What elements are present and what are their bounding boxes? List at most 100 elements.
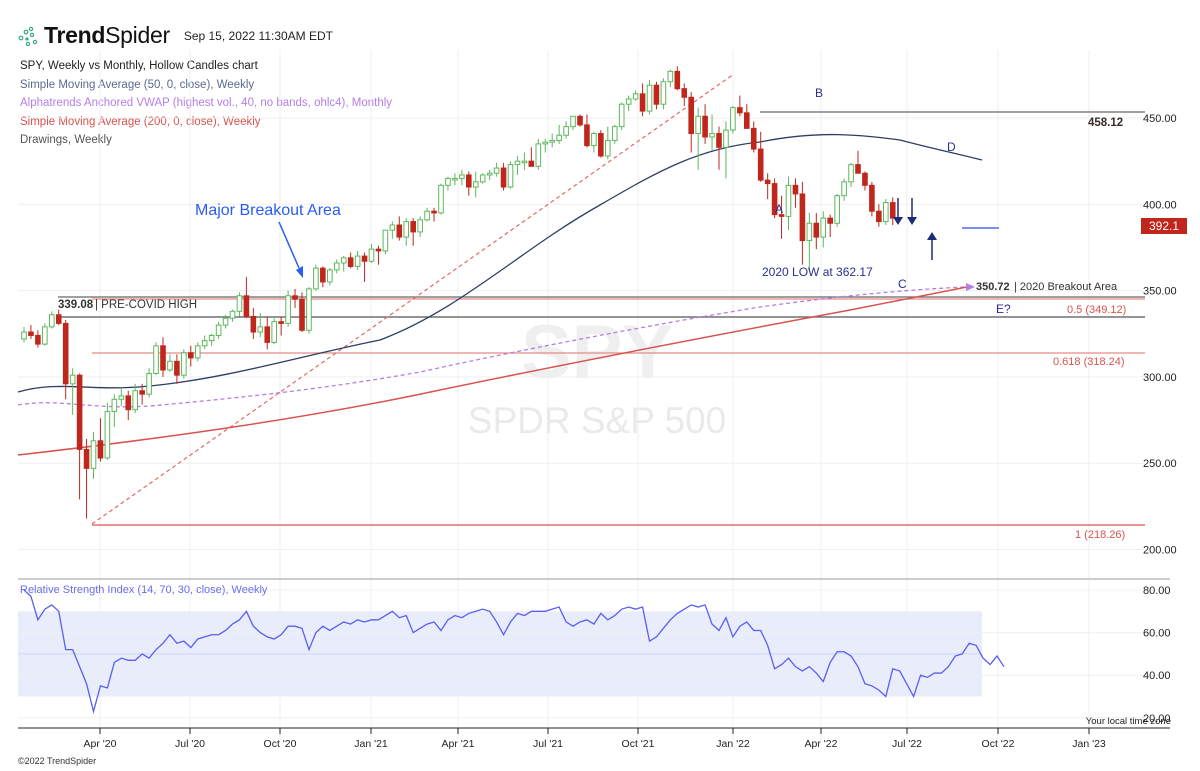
candle-up: [69, 374, 76, 385]
candle-up: [521, 160, 528, 164]
candle-up: [820, 217, 827, 238]
candle-up: [382, 229, 389, 252]
watermark-name: SPDR S&P 500: [468, 400, 726, 441]
candle-down: [410, 221, 416, 233]
candle-up: [459, 174, 465, 179]
candle-up: [632, 93, 639, 100]
timestamp: Sep 15, 2022 11:30AM EDT: [183, 28, 334, 43]
candle-up: [625, 98, 632, 105]
wave-d-label: D: [947, 140, 956, 154]
candle-up: [403, 221, 410, 238]
candle-up: [153, 345, 159, 374]
logo-text: TrendSpider: [44, 22, 170, 49]
breakout-arrow-icon: [296, 266, 303, 278]
candle-up: [229, 310, 236, 319]
timezone-note: Your local time zone: [1086, 716, 1171, 727]
legend-chart-title[interactable]: SPY, Weekly vs Monthly, Hollow Candles c…: [20, 60, 258, 72]
candle-up: [208, 334, 215, 342]
candle-down: [778, 214, 785, 217]
candle-down: [681, 88, 688, 98]
candle-down: [243, 295, 250, 317]
candle-up: [563, 126, 569, 136]
rsi-y-tick-label: 40.00: [1143, 670, 1171, 682]
x-tick-label: Jan '21: [354, 738, 388, 750]
x-tick-label: Oct '20: [264, 738, 297, 750]
sma200-line: [17, 285, 973, 456]
candle-up: [785, 184, 792, 217]
candle-up: [327, 269, 333, 283]
candle-up: [132, 390, 138, 411]
fib-1-label: 1 (218.26): [1075, 529, 1125, 541]
fib-0618-label: 0.618 (318.24): [1053, 356, 1125, 368]
candle-down: [83, 448, 90, 469]
legend-drawings[interactable]: Drawings, Weekly: [20, 134, 112, 146]
candle-up: [167, 360, 173, 371]
candle-down: [702, 115, 708, 138]
rsi-panel: [18, 578, 1170, 719]
candle-up: [591, 133, 597, 147]
candle-up: [841, 181, 847, 197]
rsi-title[interactable]: Relative Strength Index (14, 70, 30, clo…: [20, 584, 268, 596]
candle-up: [695, 115, 701, 135]
candle-up: [181, 352, 187, 376]
candle-up: [201, 340, 208, 347]
legend-vwap[interactable]: Alphatrends Anchored VWAP (highest vol.,…: [20, 97, 393, 109]
candle-down: [584, 124, 590, 147]
candle-down: [639, 93, 646, 112]
candle-down: [188, 352, 194, 359]
up-arrow-icon: [927, 232, 937, 240]
candle-down: [750, 127, 757, 150]
candle-up: [452, 177, 458, 181]
annotations: Major Breakout Area 339.08 | PRE-COVID H…: [20, 86, 1171, 727]
sma50-line: [17, 133, 983, 393]
candle-down: [889, 202, 896, 219]
candle-down: [160, 345, 166, 371]
logo-bold: Trend: [44, 22, 106, 48]
wave-a-label: A: [775, 202, 783, 216]
candle-down: [431, 210, 437, 214]
trendline-dashed: [91, 73, 735, 525]
axes: Apr '20 Jul '20 Oct '20 Jan '21 Apr '21 Jul '…: [18, 113, 1177, 750]
candle-up: [570, 115, 576, 128]
x-tick-label: Apr '21: [442, 738, 475, 750]
candle-down: [771, 183, 778, 216]
candle-up: [236, 295, 243, 312]
candle-down: [737, 107, 743, 114]
x-tick-label: Jul '21: [533, 738, 563, 750]
rsi-y-tick-label: 20.00: [1143, 713, 1171, 725]
x-tick-label: Jul '20: [175, 738, 205, 750]
candle-up: [556, 134, 562, 141]
pre-covid-label: | PRE-COVID HIGH: [95, 299, 197, 311]
candle-up: [848, 164, 854, 183]
candle-down: [125, 395, 132, 411]
candle-up: [723, 129, 729, 148]
candle-down: [827, 217, 834, 224]
rsi-line: [23, 589, 1005, 714]
candle-down: [55, 314, 62, 324]
y-tick-label: 350.00: [1143, 286, 1177, 298]
candle-up: [514, 160, 521, 166]
candle-up: [472, 181, 479, 188]
legend-sma50[interactable]: Simple Moving Average (50, 0, close), We…: [20, 78, 255, 91]
x-tick-label: Apr '22: [805, 738, 838, 750]
candle-up: [605, 139, 611, 157]
wave-c-label: C: [898, 277, 907, 291]
candle-up: [660, 81, 667, 105]
candle-down: [139, 390, 145, 395]
high-level-value: 458.12: [1088, 117, 1123, 129]
down-arrow-2-icon: [907, 217, 917, 225]
candle-down: [876, 210, 882, 223]
candle-down: [97, 440, 104, 459]
candle-down: [862, 172, 868, 186]
candle-up: [389, 224, 396, 231]
candle-down: [674, 70, 681, 90]
major-breakout-label: Major Breakout Area: [195, 202, 341, 219]
candle-down: [792, 184, 799, 195]
candle-up: [354, 255, 361, 267]
rsi-y-tick-label: 80.00: [1143, 585, 1171, 597]
candle-up: [806, 222, 813, 242]
breakout-arrow-line: [278, 221, 300, 269]
x-tick-label: Jan '23: [1072, 738, 1106, 750]
breakout-label: | 2020 Breakout Area: [1014, 281, 1118, 293]
